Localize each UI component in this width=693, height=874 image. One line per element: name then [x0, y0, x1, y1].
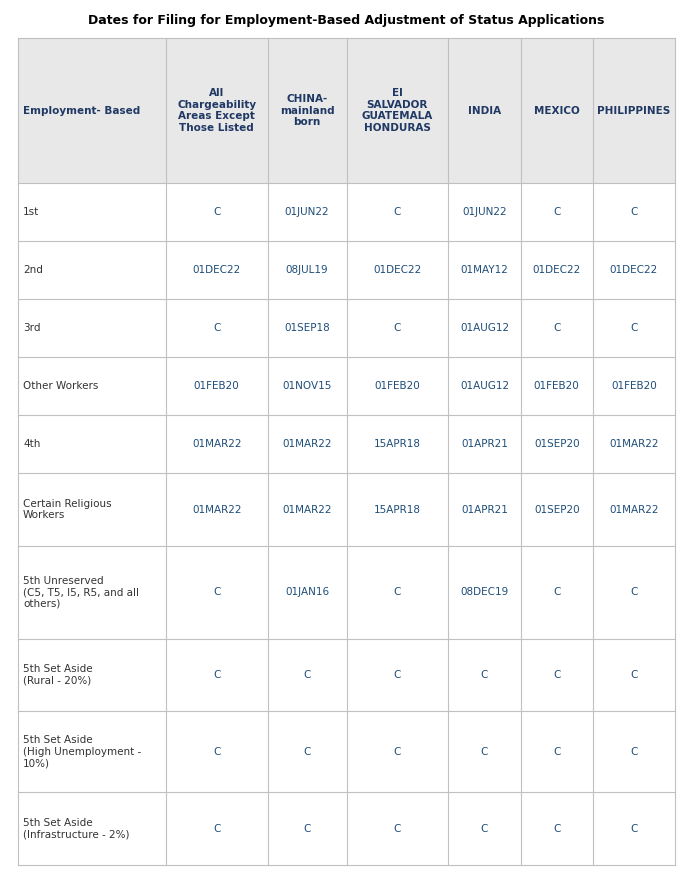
Text: 01SEP20: 01SEP20: [534, 440, 579, 449]
Text: C: C: [394, 587, 401, 597]
Text: 01JAN16: 01JAN16: [285, 587, 329, 597]
Text: C: C: [213, 746, 220, 757]
Text: 4th: 4th: [23, 440, 40, 449]
Text: 01JUN22: 01JUN22: [462, 207, 507, 217]
Text: C: C: [213, 207, 220, 217]
Bar: [18, 357, 675, 415]
Text: 5th Unreserved
(C5, T5, I5, R5, and all
others): 5th Unreserved (C5, T5, I5, R5, and all …: [23, 576, 139, 609]
Text: C: C: [553, 207, 561, 217]
Text: 01DEC22: 01DEC22: [533, 265, 581, 275]
Text: 5th Set Aside
(Infrastructure - 2%): 5th Set Aside (Infrastructure - 2%): [23, 818, 130, 840]
Text: 01MAR22: 01MAR22: [192, 440, 241, 449]
Text: C: C: [213, 587, 220, 597]
Text: 01MAR22: 01MAR22: [609, 440, 658, 449]
Text: 01MAR22: 01MAR22: [282, 504, 332, 515]
Text: INDIA: INDIA: [468, 106, 501, 115]
Bar: [18, 473, 675, 545]
Text: C: C: [553, 323, 561, 333]
Text: 01APR21: 01APR21: [461, 440, 508, 449]
Text: C: C: [630, 587, 638, 597]
Text: C: C: [394, 823, 401, 834]
Text: 01FEB20: 01FEB20: [534, 381, 579, 392]
Text: 15APR18: 15APR18: [374, 504, 421, 515]
Text: 01JUN22: 01JUN22: [285, 207, 329, 217]
Text: C: C: [213, 323, 220, 333]
Text: Dates for Filing for Employment-Based Adjustment of Status Applications: Dates for Filing for Employment-Based Ad…: [88, 14, 605, 27]
Text: 01MAY12: 01MAY12: [461, 265, 509, 275]
Bar: [18, 415, 675, 473]
Text: 01MAR22: 01MAR22: [609, 504, 658, 515]
Text: C: C: [394, 323, 401, 333]
Text: C: C: [304, 746, 310, 757]
Bar: [18, 545, 675, 639]
Text: C: C: [630, 323, 638, 333]
Text: 5th Set Aside
(High Unemployment -
10%): 5th Set Aside (High Unemployment - 10%): [23, 735, 141, 768]
Text: C: C: [394, 670, 401, 680]
Text: 15APR18: 15APR18: [374, 440, 421, 449]
Text: 01DEC22: 01DEC22: [610, 265, 658, 275]
Bar: [18, 711, 675, 793]
Bar: [18, 299, 675, 357]
Text: C: C: [481, 823, 488, 834]
Text: 01FEB20: 01FEB20: [194, 381, 240, 392]
Bar: [18, 639, 675, 711]
Bar: [18, 793, 675, 865]
Text: Other Workers: Other Workers: [23, 381, 98, 392]
Text: 01AUG12: 01AUG12: [460, 323, 509, 333]
Text: 01DEC22: 01DEC22: [193, 265, 241, 275]
Text: 01FEB20: 01FEB20: [611, 381, 657, 392]
Text: 01AUG12: 01AUG12: [460, 381, 509, 392]
Text: Certain Religious
Workers: Certain Religious Workers: [23, 499, 112, 520]
Text: 5th Set Aside
(Rural - 20%): 5th Set Aside (Rural - 20%): [23, 664, 93, 686]
Text: 01SEP18: 01SEP18: [284, 323, 330, 333]
Text: 1st: 1st: [23, 207, 40, 217]
Bar: [18, 241, 675, 299]
Text: C: C: [213, 823, 220, 834]
Text: C: C: [394, 207, 401, 217]
Bar: [18, 38, 675, 183]
Text: C: C: [304, 823, 310, 834]
Text: C: C: [304, 670, 310, 680]
Text: 01SEP20: 01SEP20: [534, 504, 579, 515]
Text: C: C: [394, 746, 401, 757]
Text: El
SALVADOR
GUATEMALA
HONDURAS: El SALVADOR GUATEMALA HONDURAS: [362, 88, 433, 133]
Text: 08DEC19: 08DEC19: [460, 587, 509, 597]
Text: C: C: [630, 746, 638, 757]
Text: 01FEB20: 01FEB20: [374, 381, 420, 392]
Text: 01MAR22: 01MAR22: [192, 504, 241, 515]
Text: C: C: [481, 670, 488, 680]
Text: C: C: [553, 746, 561, 757]
Text: CHINA-
mainland
born: CHINA- mainland born: [280, 94, 335, 127]
Bar: [18, 183, 675, 241]
Text: C: C: [630, 670, 638, 680]
Text: PHILIPPINES: PHILIPPINES: [597, 106, 671, 115]
Text: MEXICO: MEXICO: [534, 106, 579, 115]
Text: C: C: [213, 670, 220, 680]
Text: C: C: [630, 207, 638, 217]
Text: All
Chargeability
Areas Except
Those Listed: All Chargeability Areas Except Those Lis…: [177, 88, 256, 133]
Text: C: C: [553, 823, 561, 834]
Text: 2nd: 2nd: [23, 265, 43, 275]
Text: C: C: [481, 746, 488, 757]
Text: 01APR21: 01APR21: [461, 504, 508, 515]
Text: C: C: [553, 587, 561, 597]
Text: 01DEC22: 01DEC22: [374, 265, 421, 275]
Text: 01MAR22: 01MAR22: [282, 440, 332, 449]
Text: C: C: [553, 670, 561, 680]
Text: 3rd: 3rd: [23, 323, 40, 333]
Text: 01NOV15: 01NOV15: [282, 381, 332, 392]
Text: C: C: [630, 823, 638, 834]
Text: Employment- Based: Employment- Based: [23, 106, 140, 115]
Text: 08JUL19: 08JUL19: [286, 265, 328, 275]
